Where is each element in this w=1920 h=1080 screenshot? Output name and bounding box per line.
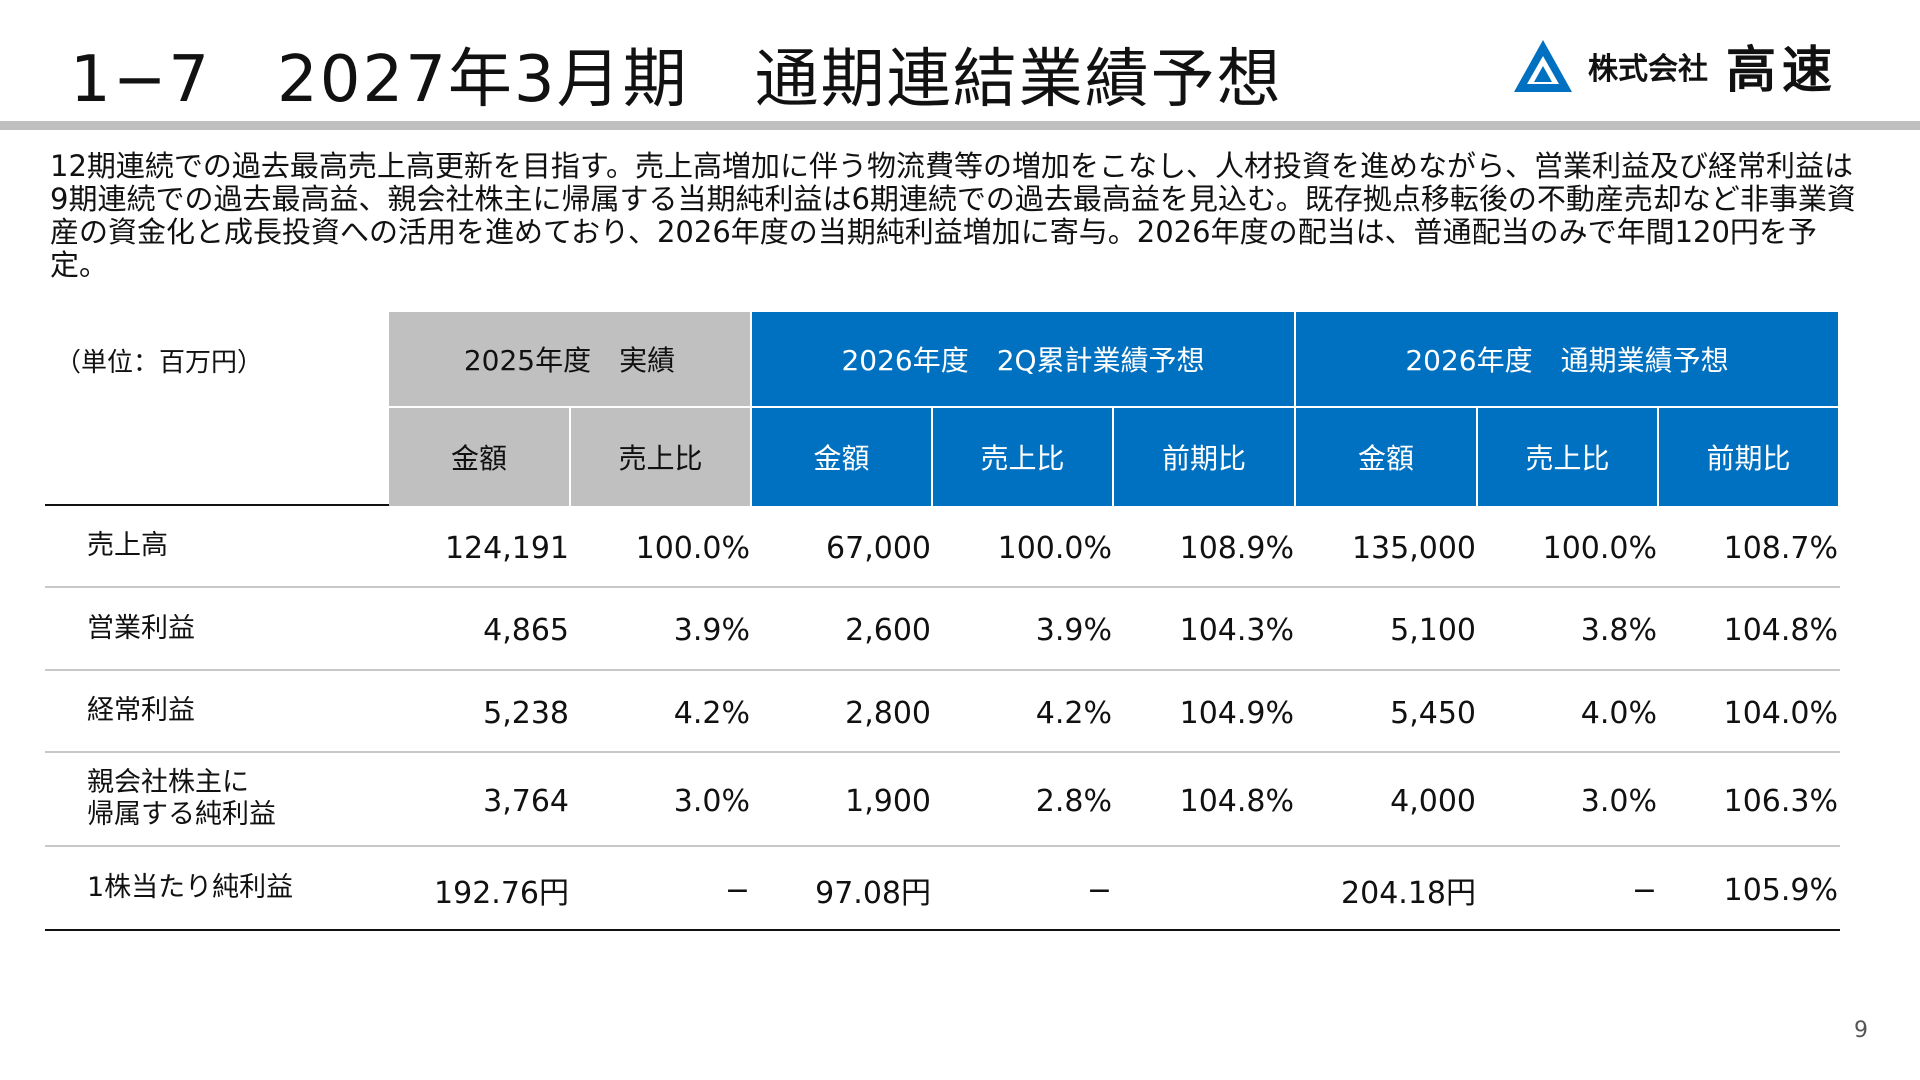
header-rule xyxy=(0,121,1920,130)
table-cell: − xyxy=(933,847,1114,931)
table-cell: 4,000 xyxy=(1296,753,1478,847)
table-cell: 3.0% xyxy=(571,753,752,847)
table-cell: 3,764 xyxy=(389,753,571,847)
table-cell: 3.9% xyxy=(933,588,1114,671)
column-header: 金額 xyxy=(752,408,933,506)
table-cell: 4.2% xyxy=(933,671,1114,753)
company-type: 株式会社 xyxy=(1588,52,1708,87)
table-cell: 105.9% xyxy=(1659,847,1840,931)
table-cell: 104.3% xyxy=(1114,588,1296,671)
table-cell: 5,100 xyxy=(1296,588,1478,671)
table-cell: 104.9% xyxy=(1114,671,1296,753)
table-cell: 4.0% xyxy=(1478,671,1659,753)
table-cell: 108.9% xyxy=(1114,506,1296,588)
table-cell: 135,000 xyxy=(1296,506,1478,588)
table-cell: 67,000 xyxy=(752,506,933,588)
table-cell: 104.8% xyxy=(1114,753,1296,847)
row-label: 営業利益 xyxy=(45,588,389,671)
row-label: 1株当たり純利益 xyxy=(45,847,389,931)
table-cell: 5,238 xyxy=(389,671,571,753)
group-header: 2025年度 実績 xyxy=(389,312,752,408)
column-header: 売上比 xyxy=(571,408,752,506)
row-label-line: 親会社株主に xyxy=(87,767,249,798)
slide-title: 1−7 2027年3月期 通期連結業績予想 xyxy=(70,43,1283,117)
header-underline xyxy=(45,504,389,506)
table-cell xyxy=(1114,847,1296,931)
table-cell: − xyxy=(571,847,752,931)
table-cell: 192.76円 xyxy=(389,847,571,931)
logo-icon xyxy=(1514,40,1572,92)
table-cell: 2,600 xyxy=(752,588,933,671)
row-label: 経常利益 xyxy=(45,671,389,753)
table-cell: − xyxy=(1478,847,1659,931)
table-cell: 100.0% xyxy=(571,506,752,588)
column-header: 金額 xyxy=(1296,408,1478,506)
row-label-line: 帰属する純利益 xyxy=(87,799,276,830)
table-cell: 104.8% xyxy=(1659,588,1840,671)
company-name: 高速 xyxy=(1726,41,1838,99)
column-header: 売上比 xyxy=(933,408,1114,506)
table-cell: 204.18円 xyxy=(1296,847,1478,931)
table-cell: 108.7% xyxy=(1659,506,1840,588)
page-number: 9 xyxy=(1854,1018,1868,1043)
table-cell: 1,900 xyxy=(752,753,933,847)
table-cell: 3.0% xyxy=(1478,753,1659,847)
row-label: 親会社株主に 帰属する純利益 xyxy=(45,753,389,847)
table-cell: 97.08円 xyxy=(752,847,933,931)
table-cell: 2,800 xyxy=(752,671,933,753)
intro-text: 12期連続での過去最高売上高更新を目指す。売上高増加に伴う物流費等の増加をこなし… xyxy=(50,149,1856,282)
row-label-line: 売上高 xyxy=(87,530,168,561)
table-cell: 100.0% xyxy=(933,506,1114,588)
row-label-line: 経常利益 xyxy=(87,695,195,726)
row-label-line: 1株当たり純利益 xyxy=(87,872,294,903)
column-header: 前期比 xyxy=(1114,408,1296,506)
group-header: 2026年度 通期業績予想 xyxy=(1296,312,1840,408)
row-label: 売上高 xyxy=(45,506,389,588)
table-cell: 100.0% xyxy=(1478,506,1659,588)
column-header: 売上比 xyxy=(1478,408,1659,506)
row-label-line: 営業利益 xyxy=(87,612,195,644)
table-cell: 3.9% xyxy=(571,588,752,671)
table-cell: 124,191 xyxy=(389,506,571,588)
table-cell: 4,865 xyxy=(389,588,571,671)
column-header: 金額 xyxy=(389,408,571,506)
unit-label: （単位：百万円） xyxy=(55,347,264,378)
group-header: 2026年度 2Q累計業績予想 xyxy=(752,312,1296,408)
table-cell: 2.8% xyxy=(933,753,1114,847)
column-header: 前期比 xyxy=(1659,408,1840,506)
table-cell: 4.2% xyxy=(571,671,752,753)
table-cell: 104.0% xyxy=(1659,671,1840,753)
table-cell: 106.3% xyxy=(1659,753,1840,847)
table-cell: 5,450 xyxy=(1296,671,1478,753)
table-cell: 3.8% xyxy=(1478,588,1659,671)
company-logo: 株式会社 高速 xyxy=(1512,30,1838,102)
